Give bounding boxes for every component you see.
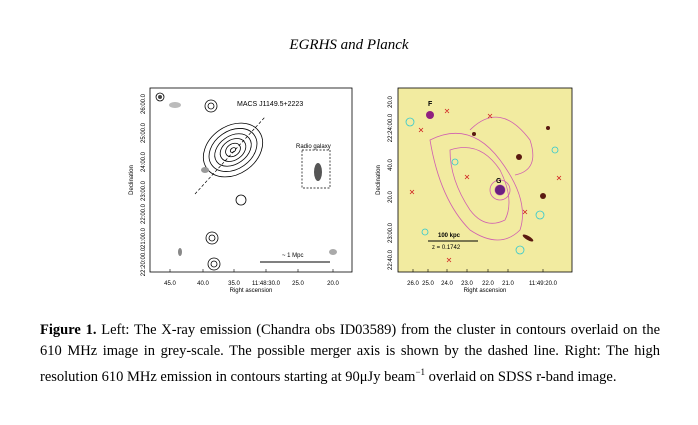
y-label: Declination: [376, 165, 382, 195]
y-tick-label: 26:00.0: [141, 93, 147, 114]
negative-contours: [405, 117, 559, 255]
y-label: Declination: [129, 165, 135, 195]
x-tick-label: 25.0: [422, 281, 434, 287]
x-tick-label: 45.0: [164, 281, 176, 287]
redshift-label: z = 0.1742: [432, 245, 461, 251]
running-header: EGRHS and Planck: [289, 37, 409, 53]
galaxies: [426, 111, 550, 242]
x-tick-label: 25.0: [292, 281, 304, 287]
y-tick-label: 21:00.0: [141, 227, 147, 248]
source-label: G: [496, 178, 502, 185]
right-frame: [397, 87, 573, 273]
y-tick-label: 25:00.0: [141, 122, 147, 143]
x-tick-label: 23.0: [461, 281, 473, 287]
x-tick-label: 35.0: [228, 281, 240, 287]
x-label: Right ascension: [230, 288, 273, 294]
y-tick-label: 22:40.0: [388, 249, 394, 270]
y-tick-label: 20.0: [388, 191, 394, 203]
x-markers: [409, 108, 562, 263]
caption: Figure 1. Left: The X-ray emission (Chan…: [40, 320, 660, 388]
y-tick-label: 23:00.0: [388, 222, 394, 243]
x-tick-label: 20.0: [327, 281, 339, 287]
caption-superscript: −1: [415, 367, 426, 377]
y-tick-label: 22:00.0: [141, 203, 147, 224]
x-tick-label: 11:49:20.0: [529, 281, 558, 287]
scale-label: 100 kpc: [438, 233, 461, 239]
x-tick-label: 21.0: [502, 281, 514, 287]
x-tick-label: 11:48:30.0: [252, 281, 281, 287]
source-label: F: [428, 101, 433, 108]
y-tick-label: 23:00.0: [141, 180, 147, 201]
radio-emission: [158, 95, 337, 256]
x-tick-label: 22.0: [482, 281, 494, 287]
xray-contours: [155, 92, 264, 271]
radio-box: [301, 149, 331, 189]
annotation: Radio galaxy: [296, 144, 331, 150]
y-tick-label: 22:20:00.0: [141, 247, 147, 276]
y-tick-label: 24:00.0: [141, 151, 147, 172]
x-label: Right ascension: [464, 288, 507, 294]
caption-text-end: overlaid on SDSS r-band image.: [425, 368, 617, 385]
left-frame: [149, 87, 353, 273]
scale-label: ~ 1 Mpc: [282, 253, 304, 259]
caption-text: Left: The X-ray emission (Chandra obs ID…: [40, 322, 661, 385]
x-tick-label: 24.0: [441, 281, 453, 287]
y-tick-label: 20.0: [388, 96, 394, 108]
y-tick-label: 40.0: [388, 159, 394, 171]
caption-label: Figure 1.: [40, 322, 97, 338]
x-tick-label: 40.0: [197, 281, 209, 287]
merger-axis: [194, 116, 266, 195]
y-tick-label: 22:24:00.0: [388, 113, 394, 142]
figure: MACS J1149.5+2223 Radio galaxy ~ 1 Mpc D…: [129, 87, 573, 294]
x-tick-label: 26.0: [407, 281, 419, 287]
panel-title: MACS J1149.5+2223: [237, 101, 303, 108]
